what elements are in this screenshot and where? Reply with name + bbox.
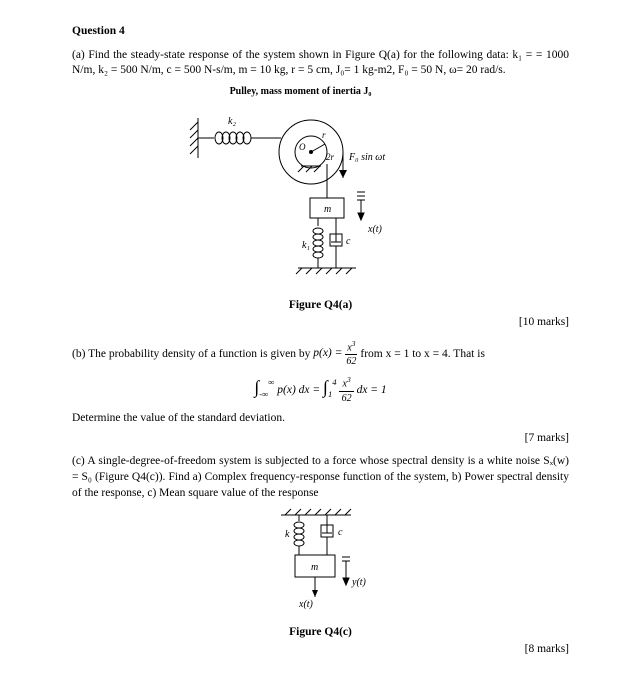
label-c-m: m (311, 562, 318, 573)
figure-c-svg: k c m y(t) x(t) (261, 507, 381, 617)
part-a-marks: [10 marks] (72, 315, 569, 331)
part-b-integral: ∫-∞∞ p(x) dx = ∫14 x362 dx = 1 (72, 375, 569, 406)
figure-c-caption: Figure Q4(c) (72, 625, 569, 641)
label-k1: k₁ (302, 240, 310, 251)
part-a-prompt: (a) Find the steady-state response of th… (72, 48, 569, 79)
label-O: O (299, 142, 306, 152)
label-xt: x(t) (367, 224, 383, 235)
part-b-mid: from x = 1 to x = 4. That is (360, 347, 485, 359)
label-force: F₀ sin ωt (348, 152, 385, 163)
label-r: r (322, 130, 326, 140)
part-b-px: p(x) = x362 (313, 347, 357, 359)
part-b-marks: [7 marks] (72, 431, 569, 447)
label-m: m (324, 204, 331, 215)
figure-a-caption: Figure Q4(a) (72, 298, 569, 314)
pulley-label: Pulley, mass moment of inertia J₀ (32, 85, 569, 99)
part-c-marks: [8 marks] (72, 642, 569, 658)
label-2r: 2r (326, 152, 335, 162)
label-c-k: k (285, 529, 290, 540)
figure-a-svg: k₂ O r 2r F₀ sin ωt (186, 100, 456, 290)
part-b-prompt: (b) The probability density of a functio… (72, 339, 569, 369)
figure-a-wrap: Pulley, mass moment of inertia J₀ k₂ (72, 85, 569, 296)
figure-c-wrap: k c m y(t) x(t) (72, 507, 569, 623)
part-b-before: (b) The probability density of a functio… (72, 347, 313, 359)
label-c: c (346, 236, 351, 247)
page: Question 4 (a) Find the steady-state res… (0, 0, 641, 700)
part-b-determine: Determine the value of the standard devi… (72, 411, 569, 427)
question-number: Question 4 (72, 24, 569, 40)
label-c-c: c (338, 527, 343, 538)
label-k2: k₂ (228, 116, 236, 127)
part-a-prefix: (a) Find the steady-state response of th… (72, 49, 509, 61)
part-c-prompt: (c) A single-degree-of-freedom system is… (72, 454, 569, 501)
label-c-yt: y(t) (351, 577, 367, 588)
label-c-xt: x(t) (298, 599, 314, 610)
